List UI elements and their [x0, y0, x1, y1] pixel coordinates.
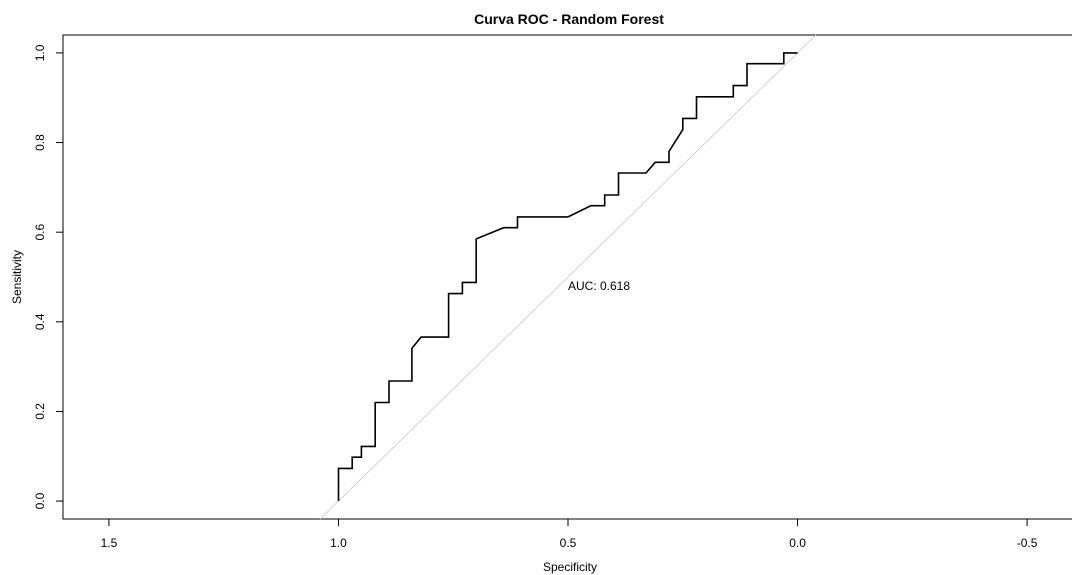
x-axis: 1.5 1.0 0.5 0.0 -0.5: [101, 519, 1038, 550]
y-tick-label: 0.2: [33, 403, 47, 420]
y-tick-label: 1.0: [33, 44, 47, 61]
reference-diagonal-line: [319, 34, 817, 520]
y-tick-label: 0.6: [33, 224, 47, 241]
x-tick-label: 0.5: [560, 536, 577, 550]
y-tick-label: 0.8: [33, 134, 47, 151]
x-tick-label: 1.5: [101, 536, 118, 550]
chart-title: Curva ROC - Random Forest: [474, 11, 664, 27]
x-tick-label: 0.0: [789, 536, 806, 550]
x-axis-title: Specificity: [543, 560, 597, 574]
y-axis: 0.0 0.2 0.4 0.6 0.8 1.0: [33, 44, 63, 509]
y-axis-title: Sensitivity: [10, 250, 24, 304]
x-tick-label: -0.5: [1017, 536, 1038, 550]
auc-annotation: AUC: 0.618: [568, 279, 630, 293]
y-tick-label: 0.0: [33, 492, 47, 509]
x-tick-label: 1.0: [330, 536, 347, 550]
roc-curve-line: [337, 52, 798, 502]
y-tick-label: 0.4: [33, 313, 47, 330]
